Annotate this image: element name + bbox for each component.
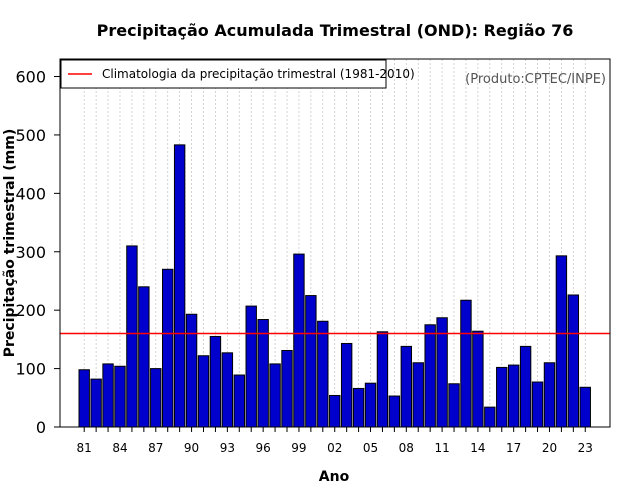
bar-2009 (412, 362, 424, 428)
bar-1991 (197, 355, 210, 428)
bar-2016 (496, 366, 508, 428)
bar-1986 (138, 286, 150, 428)
bar-2004 (352, 387, 365, 428)
bar-1994 (233, 374, 245, 428)
x-tick-label: 11 (434, 441, 449, 455)
bar-series (78, 144, 591, 428)
bar-2008 (400, 345, 413, 428)
bar-2001 (317, 320, 329, 428)
bar-2018 (519, 345, 532, 428)
bar-1984 (114, 365, 126, 428)
bar-2012 (448, 383, 460, 428)
x-tick-label: 84 (112, 441, 127, 455)
x-tick-label: 20 (542, 441, 557, 455)
bar-2019 (531, 381, 544, 428)
x-tick-label: 02 (327, 441, 342, 455)
x-tick-label: 05 (363, 441, 378, 455)
bar-1985 (126, 245, 138, 428)
bar-1982 (90, 378, 102, 428)
x-tick-label: 08 (399, 441, 414, 455)
bar-1998 (281, 349, 293, 428)
bar-2002 (329, 394, 341, 428)
x-tick-label: 81 (77, 441, 92, 455)
bar-2014 (472, 330, 484, 428)
x-tick-label: 90 (184, 441, 199, 455)
bar-1992 (209, 335, 222, 428)
chart-title: Precipitação Acumulada Trimestral (OND):… (97, 21, 574, 40)
bar-2005 (364, 382, 377, 428)
x-tick-label: 23 (578, 441, 593, 455)
y-tick-label: 300 (15, 243, 46, 262)
bar-2021 (555, 255, 568, 428)
vertical-gridlines (83, 59, 586, 427)
legend: Climatologia da precipitação trimestral … (60, 59, 415, 89)
x-tick-label: 87 (148, 441, 163, 455)
bar-2013 (460, 299, 472, 428)
product-credit: (Produto:CPTEC/INPE) (465, 72, 606, 87)
y-tick-label: 200 (15, 301, 46, 320)
x-tick-label: 14 (470, 441, 485, 455)
x-axis: 81 84 87 90 93 96 99 02 05 08 11 14 17 20 23 (77, 427, 593, 455)
bar-1997 (269, 363, 281, 428)
y-tick-label: 500 (15, 126, 46, 145)
bar-2017 (507, 364, 520, 428)
bar-2006 (376, 331, 389, 428)
y-axis-label: Precipitação trimestral (mm) (2, 129, 18, 357)
y-tick-label: 400 (15, 184, 46, 203)
bar-1989 (173, 144, 186, 428)
bar-1981 (78, 369, 90, 428)
bar-1995 (245, 305, 257, 428)
y-axis: 0 100 200 300 400 500 600 (15, 59, 61, 437)
y-tick-label: 0 (36, 418, 46, 437)
bar-2023 (579, 386, 591, 428)
x-tick-label: 17 (506, 441, 521, 455)
bar-2020 (543, 362, 556, 428)
x-axis-label: Ano (319, 469, 350, 485)
y-tick-label: 100 (15, 360, 46, 379)
x-tick-label: 96 (256, 441, 271, 455)
bar-2000 (305, 295, 317, 428)
bar-1993 (221, 352, 234, 428)
bar-1999 (293, 253, 305, 428)
bar-1987 (150, 368, 162, 428)
x-tick-label: 99 (291, 441, 306, 455)
bar-2022 (567, 294, 580, 428)
bar-2010 (424, 324, 436, 428)
legend-box (60, 59, 387, 89)
bar-1988 (162, 268, 174, 428)
bar-1996 (257, 319, 269, 428)
bar-2007 (388, 395, 401, 428)
bar-1990 (185, 313, 198, 428)
bar-1983 (102, 363, 114, 428)
bar-2003 (340, 342, 353, 428)
legend-label: Climatologia da precipitação trimestral … (102, 67, 415, 81)
y-tick-label: 600 (15, 68, 46, 87)
bar-2015 (484, 406, 496, 428)
x-tick-label: 93 (220, 441, 235, 455)
